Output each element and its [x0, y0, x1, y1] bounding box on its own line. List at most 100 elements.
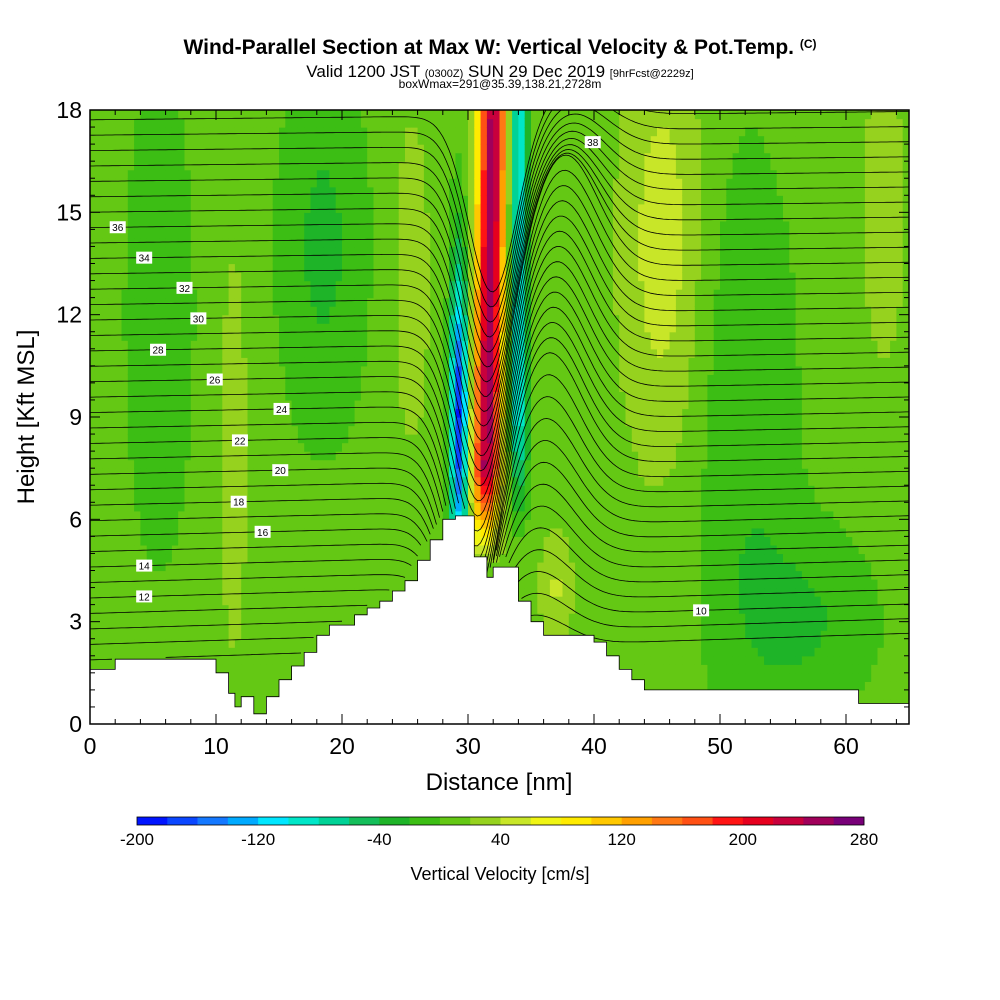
velocity-cell: [449, 391, 456, 401]
velocity-cell: [480, 306, 488, 316]
velocity-cell: [323, 502, 330, 512]
velocity-cell: [310, 382, 318, 393]
velocity-cell: [417, 374, 425, 384]
velocity-cell: [260, 348, 267, 358]
velocity-cell: [190, 502, 198, 512]
velocity-cell: [115, 152, 123, 162]
velocity-cell: [323, 152, 330, 162]
velocity-cell: [468, 374, 475, 384]
velocity-cell: [266, 664, 274, 674]
velocity-cell: [474, 451, 482, 461]
velocity-cell: [411, 468, 419, 478]
velocity-cell: [228, 510, 236, 520]
velocity-cell: [430, 442, 438, 452]
velocity-cell: [209, 280, 217, 290]
velocity-cell: [468, 476, 475, 486]
velocity-cell: [379, 297, 387, 307]
velocity-cell: [260, 587, 267, 597]
velocity-cell: [373, 391, 381, 401]
velocity-cell: [234, 664, 242, 674]
velocity-cell: [323, 519, 330, 529]
velocity-cell: [247, 553, 255, 563]
velocity-cell: [197, 553, 204, 563]
velocity-cell: [108, 604, 116, 614]
velocity-cell: [216, 451, 223, 461]
velocity-cell: [127, 527, 135, 537]
velocity-cell: [499, 340, 507, 350]
velocity-cell: [342, 476, 349, 486]
velocity-cell: [373, 195, 381, 205]
velocity-cell: [115, 331, 123, 341]
velocity-cell: [216, 604, 223, 614]
valid-time-local: Valid 1200 JST: [306, 62, 421, 81]
velocity-cell: [518, 220, 526, 230]
velocity-cell: [329, 254, 337, 265]
velocity-cell: [285, 425, 293, 435]
velocity-cell: [304, 246, 312, 256]
velocity-cell: [279, 417, 286, 427]
velocity-cell: [260, 178, 267, 188]
velocity-cell: [285, 374, 293, 384]
velocity-cell: [108, 348, 116, 358]
velocity-cell: [379, 314, 387, 324]
velocity-cell: [216, 596, 223, 606]
velocity-cell: [335, 417, 343, 427]
velocity-cell: [436, 451, 444, 461]
velocity-cell: [241, 425, 249, 435]
velocity-cell: [297, 306, 305, 316]
velocity-cell: [323, 254, 330, 265]
velocity-cell: [140, 135, 148, 145]
velocity-cell: [310, 451, 318, 461]
velocity-cell: [323, 203, 330, 213]
velocity-cell: [127, 374, 135, 384]
velocity-cell: [323, 587, 330, 597]
velocity-cell: [411, 169, 419, 179]
velocity-cell: [260, 621, 267, 631]
velocity-cell: [360, 544, 368, 555]
velocity-cell: [329, 613, 337, 623]
velocity-cell: [367, 263, 375, 273]
velocity-cell: [272, 203, 280, 213]
velocity-cell: [423, 365, 431, 375]
velocity-cell: [102, 229, 110, 239]
velocity-cell: [455, 468, 463, 478]
velocity-cell: [499, 118, 507, 128]
velocity-cell: [203, 451, 211, 461]
velocity-cell: [121, 485, 129, 495]
velocity-cell: [272, 263, 280, 273]
velocity-cell: [430, 297, 438, 307]
velocity-cell: [310, 178, 318, 188]
velocity-cell: [348, 127, 356, 137]
velocity-cell: [140, 331, 148, 341]
chart-title-text: Wind-Parallel Section at Max W: Vertical…: [183, 36, 794, 59]
velocity-cell: [285, 630, 293, 640]
velocity-cell: [203, 237, 211, 248]
velocity-cell: [266, 280, 274, 290]
velocity-cell: [449, 323, 456, 333]
velocity-cell: [190, 391, 198, 401]
velocity-cell: [297, 229, 305, 239]
velocity-cell: [153, 493, 160, 503]
velocity-cell: [329, 468, 337, 478]
velocity-cell: [348, 451, 356, 461]
velocity-cell: [184, 510, 192, 520]
velocity-cell: [348, 152, 356, 162]
velocity-cell: [392, 331, 400, 341]
velocity-cell: [159, 570, 167, 580]
velocity-cell: [354, 289, 362, 299]
velocity-cell: [234, 399, 242, 410]
velocity-cell: [423, 246, 431, 256]
velocity-cell: [272, 152, 280, 162]
velocity-cell: [228, 254, 236, 265]
velocity-cell: [228, 561, 236, 572]
velocity-cell: [241, 110, 249, 120]
velocity-cell: [486, 570, 494, 580]
velocity-cell: [127, 144, 135, 154]
velocity-cell: [335, 391, 343, 401]
velocity-cell: [373, 152, 381, 162]
velocity-cell: [486, 272, 494, 282]
velocity-cell: [102, 399, 110, 410]
velocity-cell: [499, 203, 507, 213]
velocity-cell: [398, 152, 406, 162]
velocity-cell: [260, 655, 267, 665]
